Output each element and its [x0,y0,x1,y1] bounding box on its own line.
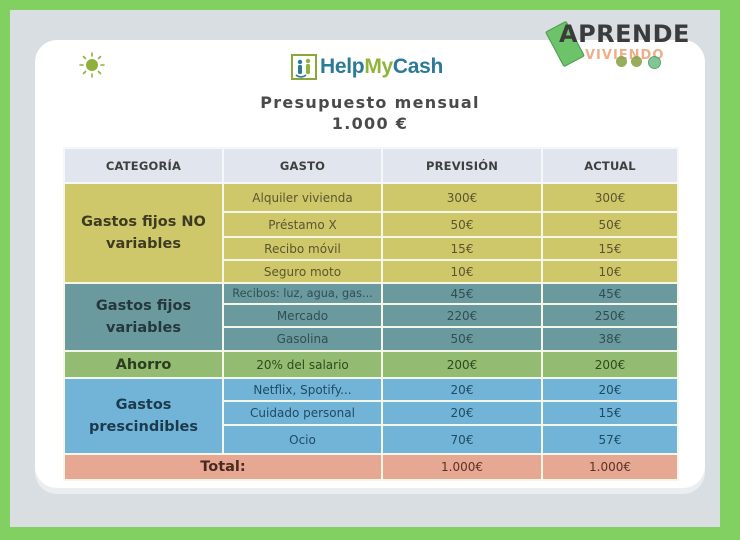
category-cell: Gastos prescindibles [63,377,224,455]
logo-wordmark: HelpMyCash [320,55,444,78]
actual-cell: 300€ [541,182,679,213]
actual-cell: 20€ [541,377,679,402]
table-row: Recibo móvil 15€ 15€ [64,236,679,261]
prevision-cell: 45€ [381,282,543,305]
gasto-cell: Gasolina [222,326,383,352]
table-row: Ocio 70€ 57€ [64,424,679,455]
page-title: Presupuesto mensual 1.000 € [0,92,740,134]
actual-cell: 38€ [541,326,679,352]
prevision-cell: 200€ [381,350,543,379]
prevision-cell: 300€ [381,182,543,213]
actual-cell: 15€ [541,236,679,261]
sun-icon [79,52,105,78]
prevision-cell: 50€ [381,326,543,352]
total-row: Total: 1.000€ 1.000€ [63,453,679,481]
table-row: Gastos fijos NO variables Alquiler vivie… [63,182,679,284]
table-row: Gasolina 50€ 38€ [64,326,679,352]
table-row: Mercado 220€ 250€ [64,303,679,328]
gasto-cell: Alquiler vivienda [222,182,383,213]
prevision-cell: 10€ [381,259,543,284]
coin-hand-icon [648,56,661,69]
prevision-cell: 70€ [381,424,543,455]
total-actual: 1.000€ [541,453,679,481]
total-label: Total: [63,453,383,481]
title-line1: Presupuesto mensual [260,93,480,112]
aprende-viviendo-badge: APRENDE VIVIENDO [545,20,698,75]
header-gasto: GASTO [222,147,383,184]
prevision-cell: 220€ [381,303,543,328]
header-prevision: PREVISIÓN [381,147,543,184]
actual-cell: 45€ [541,282,679,305]
budget-table: CATEGORÍA GASTO PREVISIÓN ACTUAL Gastos … [63,147,679,481]
actual-cell: 10€ [541,259,679,284]
gasto-cell: Cuidado personal [222,400,383,426]
table-row: Ahorro 20% del salario 200€ 200€ [63,350,679,379]
gasto-cell: Mercado [222,303,383,328]
actual-cell: 57€ [541,424,679,455]
helpmycash-logo: HelpMyCash [291,52,443,82]
coin-icon [616,56,627,67]
header-categoria: CATEGORÍA [63,147,224,184]
actual-cell: 250€ [541,303,679,328]
prevision-cell: 20€ [381,377,543,402]
gasto-cell: Ocio [222,424,383,455]
badge-line1: APRENDE [559,20,690,48]
table-row: Préstamo X 50€ 50€ [64,211,679,238]
gasto-cell: Recibos: luz, agua, gas... [222,282,383,305]
table-row: Cuidado personal 20€ 15€ [64,400,679,426]
category-cell: Gastos fijos variables [63,282,224,352]
table-row: Gastos fijos variables Recibos: luz, agu… [63,282,679,352]
table-header-row: CATEGORÍA GASTO PREVISIÓN ACTUAL [63,147,679,184]
gasto-cell: Préstamo X [222,211,383,238]
prevision-cell: 15€ [381,236,543,261]
category-cell: Gastos fijos NO variables [63,182,224,284]
gasto-cell: Seguro moto [222,259,383,284]
table-row: Gastos prescindibles Netflix, Spotify...… [63,377,679,455]
table-row: Seguro moto 10€ 10€ [64,259,679,284]
gasto-cell: Netflix, Spotify... [222,377,383,402]
header-actual: ACTUAL [541,147,679,184]
actual-cell: 15€ [541,400,679,426]
badge-line2: VIVIENDO [585,48,665,63]
title-line2: 1.000 € [331,114,409,133]
people-frame-icon [291,54,317,80]
total-prevision: 1.000€ [381,453,543,481]
gasto-cell: 20% del salario [222,350,383,379]
gasto-cell: Recibo móvil [222,236,383,261]
actual-cell: 50€ [541,211,679,238]
prevision-cell: 20€ [381,400,543,426]
coin-icon [631,56,642,67]
prevision-cell: 50€ [381,211,543,238]
actual-cell: 200€ [541,350,679,379]
category-cell: Ahorro [63,350,224,379]
